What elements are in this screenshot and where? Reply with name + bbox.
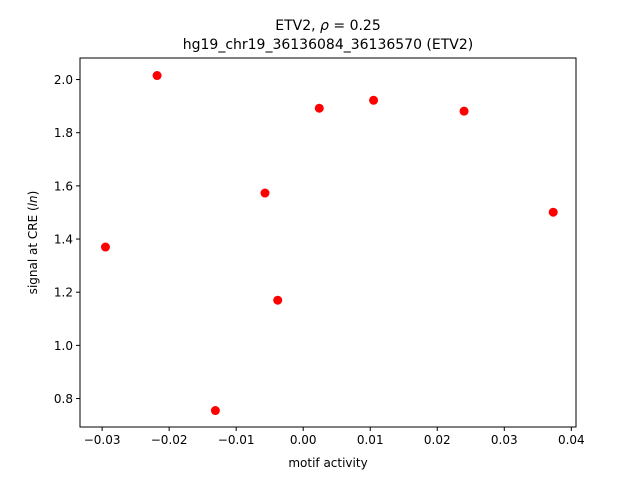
x-tick-label: −0.02: [151, 433, 188, 447]
data-point: [260, 188, 270, 198]
data-point: [459, 106, 469, 116]
y-tick-label: 1.4: [54, 233, 73, 247]
y-tick-label: 1.8: [54, 126, 73, 140]
axis-ticks: −0.03 −0.02 −0.01 0.00 0.01 0.02 0.03 0.04 0.8 1.…: [54, 73, 585, 447]
data-point: [210, 406, 220, 416]
y-axis-label: signal at CRE (ln): [26, 191, 40, 295]
data-point: [314, 103, 324, 113]
y-axis-label-prefix: signal at CRE (: [26, 206, 40, 294]
data-points: [100, 71, 558, 416]
y-tick-label: 1.0: [54, 339, 73, 353]
x-tick-label: −0.01: [218, 433, 255, 447]
data-point: [100, 242, 110, 252]
x-tick-label: 0.02: [424, 433, 451, 447]
title-prefix: ETV2,: [275, 18, 320, 34]
title-rho-value: = 0.25: [329, 18, 381, 34]
x-tick-label: −0.03: [84, 433, 121, 447]
y-tick-label: 0.8: [54, 392, 73, 406]
chart-title-line2: hg19_chr19_36136084_36136570 (ETV2): [183, 37, 474, 53]
y-tick-label: 1.2: [54, 286, 73, 300]
data-point: [152, 71, 162, 81]
y-axis-label-italic: ln: [26, 195, 40, 206]
x-tick-label: 0.01: [357, 433, 384, 447]
x-axis-label: motif activity: [288, 456, 367, 470]
x-tick-label: 0.04: [558, 433, 585, 447]
chart-title-line1: ETV2, ρ = 0.25: [275, 18, 381, 34]
data-point: [273, 295, 283, 305]
y-tick-label: 2.0: [54, 73, 73, 87]
y-axis-label-suffix: ): [26, 191, 40, 196]
plot-frame: [79, 57, 577, 428]
title-rho: ρ: [320, 18, 329, 34]
x-tick-label: 0.03: [491, 433, 518, 447]
data-point: [548, 207, 558, 217]
data-point: [369, 95, 379, 105]
x-tick-label: 0.00: [290, 433, 317, 447]
y-tick-label: 1.6: [54, 179, 73, 193]
